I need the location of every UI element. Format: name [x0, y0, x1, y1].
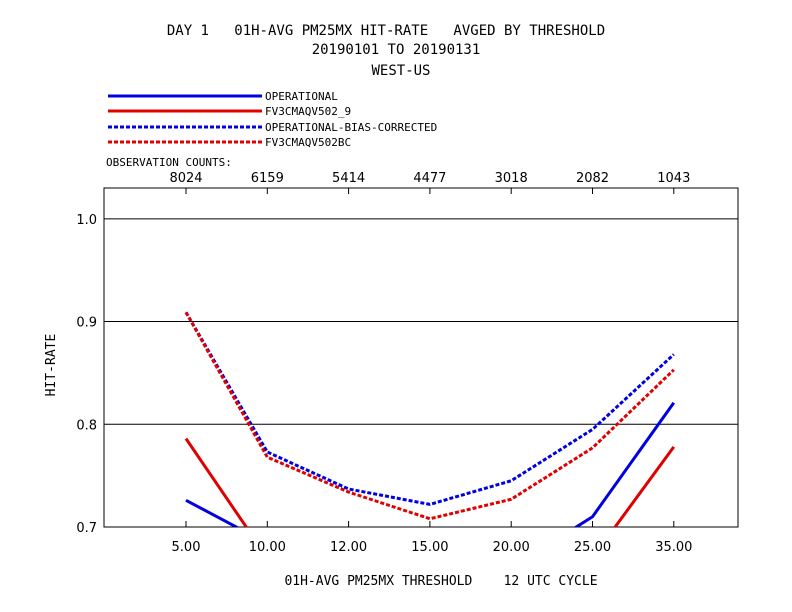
series-line-fv3cmaqv502bc: [184, 311, 675, 521]
y-axis-ticks: 0.7 0.8 0.9 1.0: [76, 213, 97, 536]
x-tick-label: 5.00: [172, 540, 201, 555]
observation-counts-label: OBSERVATION COUNTS:: [106, 156, 232, 169]
legend-label-operational-bias-corrected: OPERATIONAL-BIAS-CORRECTED: [265, 121, 437, 134]
observation-count: 3018: [495, 171, 528, 186]
x-axis-ticks: 5.00 10.00 12.00 15.00 20.00 25.00 35.00: [172, 188, 692, 555]
observation-count: 5414: [332, 171, 365, 186]
legend-label-operational: OPERATIONAL: [265, 90, 338, 103]
x-tick-label: 20.00: [493, 540, 530, 555]
y-tick-label: 0.9: [76, 316, 97, 331]
observation-counts: 8024 6159 5414 4477 3018 2082 1043: [169, 171, 690, 186]
observation-count: 4477: [413, 171, 446, 186]
observation-count: 1043: [657, 171, 690, 186]
gridlines: [104, 218, 738, 425]
x-axis-label: 01H-AVG PM25MX THRESHOLD 12 UTC CYCLE: [284, 574, 597, 589]
plot-area: [103, 187, 739, 528]
y-tick-label: 0.7: [76, 521, 97, 536]
legend-label-fv3cmaqv502bc: FV3CMAQV502BC: [265, 136, 351, 149]
x-tick-label: 25.00: [574, 540, 611, 555]
y-tick-label: 0.8: [76, 418, 97, 433]
x-tick-label: 15.00: [411, 540, 448, 555]
chart-title-line-1: DAY 1 01H-AVG PM25MX HIT-RATE AVGED BY T…: [167, 23, 605, 39]
chart-title-line-2: 20190101 TO 20190131: [312, 42, 481, 58]
observation-count: 8024: [169, 171, 202, 186]
legend-label-fv3cmaqv502-9: FV3CMAQV502_9: [265, 105, 351, 118]
series-line-operational: [185, 401, 676, 527]
observation-count: 6159: [251, 171, 284, 186]
observation-count: 2082: [576, 171, 609, 186]
legend: OPERATIONAL FV3CMAQV502_9 OPERATIONAL-BI…: [108, 90, 437, 149]
series-line-operational-bias-corrected: [184, 311, 675, 506]
y-axis-label: HIT-RATE: [44, 334, 59, 397]
x-tick-label: 35.00: [655, 540, 692, 555]
x-tick-label: 12.00: [330, 540, 367, 555]
x-tick-label: 10.00: [249, 540, 286, 555]
y-tick-label: 1.0: [76, 213, 97, 228]
chart-title-line-3: WEST-US: [371, 63, 430, 79]
series-lines: [184, 311, 676, 527]
